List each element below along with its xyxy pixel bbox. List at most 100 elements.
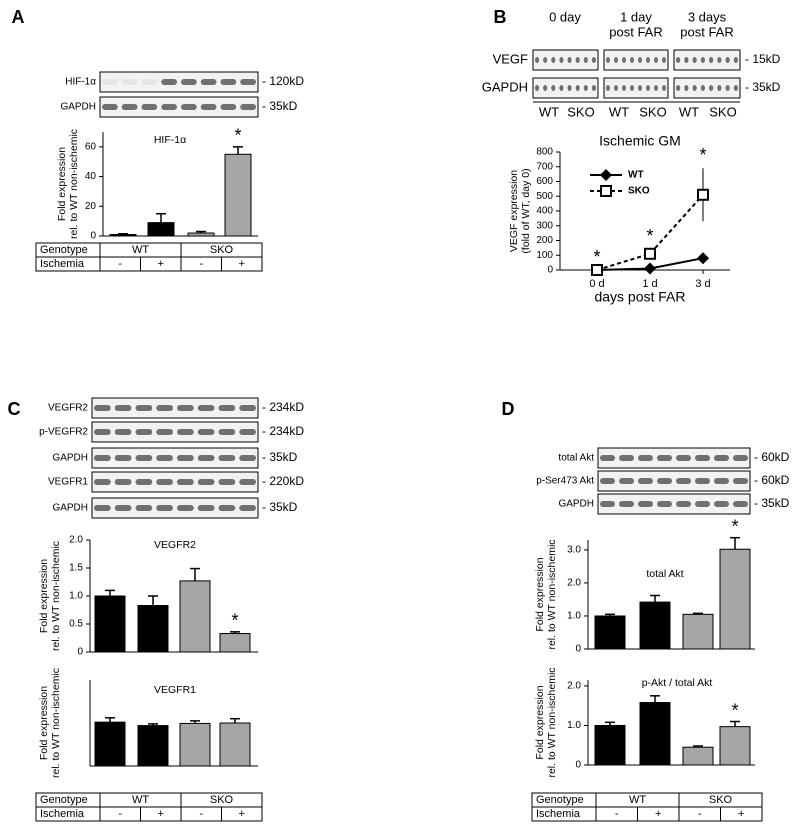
blot-band [161,79,177,85]
blot-band [684,57,689,63]
y-tick-label: 0.5 [69,619,83,630]
y-axis-label: Fold expression [534,685,546,759]
blot-size: - 35kD [262,99,298,113]
table-cell: Ischemia [40,808,85,820]
table-cell: + [239,808,245,820]
blot-band [218,505,236,511]
blot-band [135,429,153,435]
blot-size: - 60kD [754,450,790,464]
blot-band [135,405,153,411]
blot-band [177,429,194,435]
blot-label: p-VEGFR2 [39,427,88,438]
marker [697,188,709,201]
blot-band [239,429,256,435]
panel-label: C [8,399,21,419]
blot-label: total Akt [558,453,594,464]
marker [644,262,656,275]
blot-band [657,455,672,461]
blot-band [591,57,596,63]
blot-band [733,57,738,63]
table-cell: WT [629,794,646,806]
blot-band [606,57,610,63]
blot-band [135,455,153,461]
blot-band [717,57,722,63]
blot-band [725,57,730,63]
table-cell: WT [132,794,149,806]
blot-band [630,85,634,91]
y-axis-label: Fold expression [38,559,50,633]
y-axis-label: Fold expression [38,686,50,760]
blot-band [114,479,132,485]
significance: * [731,700,738,720]
bar [719,726,751,766]
blot-band [700,57,705,63]
blot-band [94,455,111,461]
panel-label: A [12,7,25,27]
y-tick-label: 1.5 [69,563,83,574]
bar [594,724,626,766]
y-tick-label: 800 [536,147,553,158]
blot-band [141,104,158,110]
blot-band [240,104,256,110]
blot-band [220,104,237,110]
blot-band [121,79,138,85]
blot-band [695,501,710,507]
timepoint: 1 day [620,9,652,24]
significance: * [231,611,238,631]
blot-band [177,479,194,485]
table-cell: SKO [210,244,234,256]
table-cell: + [158,808,164,820]
significance: * [731,516,738,536]
y-axis-label: Fold expression [56,147,68,221]
bar [94,595,126,653]
blot-band [638,455,653,461]
blot-band [676,57,681,63]
marker [591,264,603,276]
bar [109,234,137,237]
blot-band [583,57,588,63]
blot [99,71,259,93]
table-cell: - [118,808,122,820]
table-cell: - [615,808,619,820]
lane-label: SKO [639,104,666,119]
blot-band [646,57,650,63]
chart-title: total Akt [646,568,683,580]
bar [219,633,251,653]
y-tick-label: 3.0 [567,545,581,556]
bar [179,722,211,767]
blot-label: GAPDH [482,79,528,94]
chart-title: HIF-1α [154,134,186,146]
blot-band [114,405,132,411]
blot-band [733,455,748,461]
timepoint: post FAR [680,24,733,39]
y-tick-label: 0 [575,644,581,655]
blot-band [714,455,729,461]
blot [673,77,741,99]
bar [179,580,211,653]
blot-size: - 35kD [745,80,781,94]
table-cell: Genotype [40,244,88,256]
blot-band [114,429,132,435]
legend-marker [600,185,612,197]
blot-band [591,85,596,91]
blot-size: - 220kD [262,474,304,488]
blot [91,447,259,469]
blot-band [156,405,173,411]
table-cell: Ischemia [536,808,581,820]
blot [673,49,741,71]
timepoint: 3 days [688,9,727,24]
table-cell: - [698,808,702,820]
blot-band [662,57,666,63]
table-cell: WT [132,244,149,256]
blot-band [700,85,705,91]
blot-band [714,478,729,484]
blot-band [114,505,132,511]
blot-band [733,478,748,484]
blot-band [177,405,194,411]
blot [603,77,669,99]
y-tick-label: 2.0 [69,535,83,546]
blot [532,77,599,99]
y-tick-label: 700 [536,161,553,172]
significance: * [234,126,241,146]
